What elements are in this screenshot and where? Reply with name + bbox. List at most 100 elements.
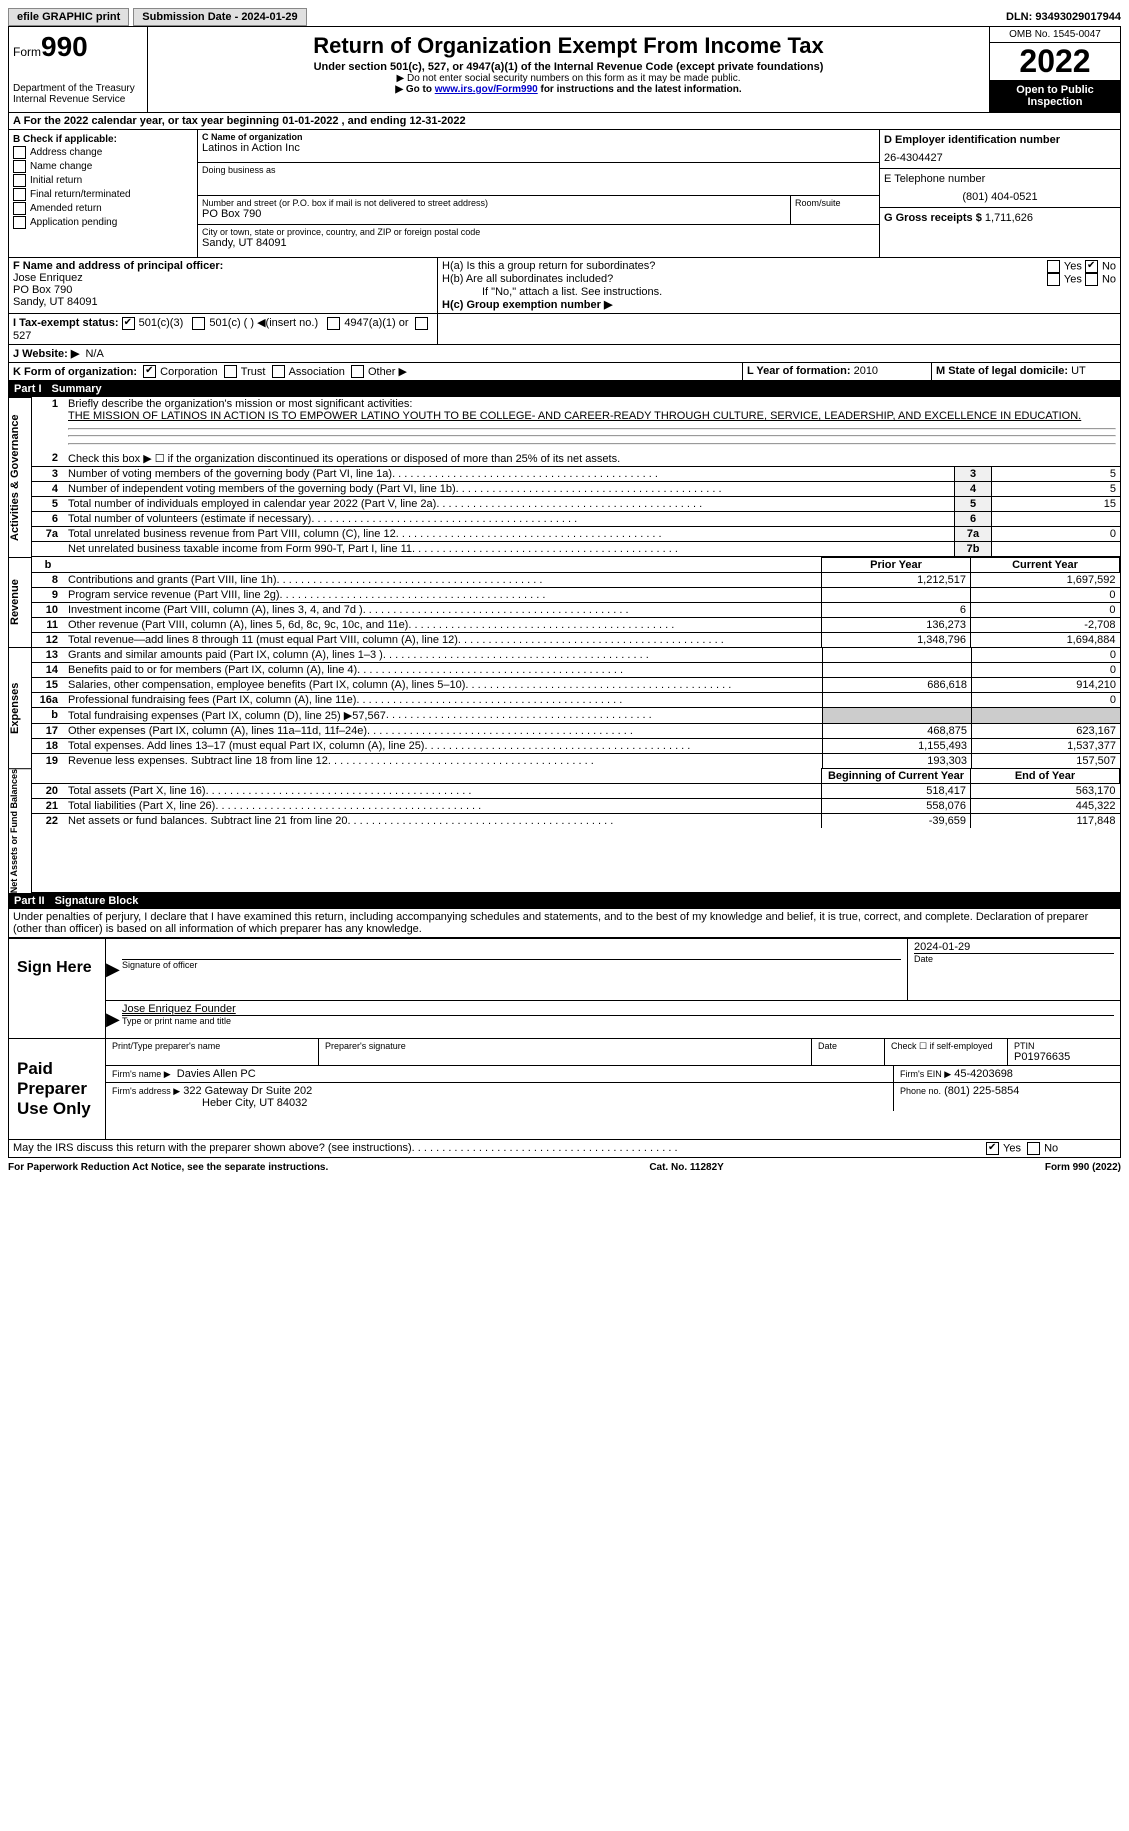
prep-sig-label: Preparer's signature: [325, 1041, 805, 1051]
omb-number: OMB No. 1545-0047: [990, 27, 1120, 43]
c-name-label: C Name of organization: [202, 132, 875, 142]
chk-other[interactable]: [351, 365, 364, 378]
curr-val: 0: [972, 648, 1121, 663]
entity-info: B Check if applicable: Address change Na…: [8, 130, 1121, 258]
mission-text: THE MISSION OF LATINOS IN ACTION IS TO E…: [68, 410, 1081, 422]
form-header: Form990 Department of the Treasury Inter…: [8, 26, 1121, 113]
sig-officer-label: Signature of officer: [122, 959, 901, 970]
firm-name-label: Firm's name ▶: [112, 1069, 171, 1079]
prior-val: 1,155,493: [823, 739, 972, 754]
prior-year-hdr: Prior Year: [822, 558, 971, 573]
prior-val: 686,618: [823, 678, 972, 693]
addr-label: Number and street (or P.O. box if mail i…: [202, 198, 786, 208]
curr-val: 1,694,884: [971, 633, 1120, 648]
firm-addr1: 322 Gateway Dr Suite 202: [183, 1085, 312, 1097]
chk-corp[interactable]: [143, 365, 156, 378]
hc-label: H(c) Group exemption number ▶: [442, 298, 1116, 311]
l5-val: 15: [992, 497, 1121, 512]
officer-name-title: Jose Enriquez Founder: [122, 1003, 236, 1015]
chk-527[interactable]: [415, 317, 428, 330]
prior-val: 518,417: [822, 784, 971, 799]
d-ein-label: D Employer identification number: [884, 134, 1060, 146]
tab-revenue: Revenue: [8, 557, 32, 647]
prior-val: [823, 648, 972, 663]
prep-date-label: Date: [818, 1041, 878, 1051]
l7a-text: Total unrelated business revenue from Pa…: [68, 528, 396, 540]
chk-initial-return[interactable]: [13, 174, 26, 187]
chk-discuss-yes[interactable]: [986, 1142, 999, 1155]
line-text: Program service revenue (Part VIII, line…: [68, 589, 280, 601]
curr-val: [972, 708, 1121, 724]
org-name: Latinos in Action Inc: [202, 142, 875, 154]
firm-name: Davies Allen PC: [177, 1068, 256, 1080]
prior-val: 136,273: [822, 618, 971, 633]
phone-label: Phone no.: [900, 1086, 941, 1096]
chk-discuss-no[interactable]: [1027, 1142, 1040, 1155]
dept-treasury: Department of the Treasury Internal Reve…: [13, 83, 143, 105]
ptin: P01976635: [1014, 1051, 1114, 1063]
form-page: Form 990 (2022): [1045, 1162, 1121, 1173]
sign-here-block: Sign Here ▶ Signature of officer 2024-01…: [8, 938, 1121, 1039]
street-address: PO Box 790: [202, 208, 786, 220]
curr-val: 445,322: [971, 799, 1120, 814]
officer-addr1: PO Box 790: [13, 284, 433, 296]
l3-text: Number of voting members of the governin…: [68, 468, 392, 480]
paperwork-notice: For Paperwork Reduction Act Notice, see …: [8, 1162, 328, 1173]
chk-501c[interactable]: [192, 317, 205, 330]
chk-ha-no[interactable]: [1085, 260, 1098, 273]
line-text: Total assets (Part X, line 16): [68, 785, 206, 797]
part-ii-header: Part IISignature Block: [8, 893, 1121, 909]
efile-print-btn[interactable]: efile GRAPHIC print: [8, 8, 129, 26]
irs-link[interactable]: www.irs.gov/Form990: [435, 84, 538, 95]
tax-year: 2022: [990, 43, 1120, 80]
chk-hb-yes[interactable]: [1047, 273, 1060, 286]
line-text: Other revenue (Part VIII, column (A), li…: [68, 619, 408, 631]
ein: 26-4304427: [884, 152, 1116, 164]
line-text: Salaries, other compensation, employee b…: [68, 679, 465, 691]
chk-hb-no[interactable]: [1085, 273, 1098, 286]
dba-label: Doing business as: [202, 165, 875, 175]
page-footer: For Paperwork Reduction Act Notice, see …: [8, 1158, 1121, 1173]
line-text: Investment income (Part VIII, column (A)…: [68, 604, 363, 616]
chk-501c3[interactable]: [122, 317, 135, 330]
line-text: Grants and similar amounts paid (Part IX…: [68, 649, 383, 661]
submission-date-btn[interactable]: Submission Date - 2024-01-29: [133, 8, 306, 26]
curr-val: 157,507: [972, 754, 1121, 769]
line-text: Professional fundraising fees (Part IX, …: [68, 694, 356, 706]
self-employed-check[interactable]: Check ☐ if self-employed: [885, 1039, 1008, 1065]
name-title-label: Type or print name and title: [122, 1015, 1114, 1026]
hb-note: If "No," attach a list. See instructions…: [442, 286, 1116, 298]
firm-addr-label: Firm's address ▶: [112, 1086, 180, 1096]
line-text: Total expenses. Add lines 13–17 (must eq…: [68, 740, 424, 752]
chk-final-return[interactable]: [13, 188, 26, 201]
chk-4947[interactable]: [327, 317, 340, 330]
l7a-val: 0: [992, 527, 1121, 542]
line-text: Revenue less expenses. Subtract line 18 …: [68, 755, 328, 767]
chk-assoc[interactable]: [272, 365, 285, 378]
website-row: J Website: ▶ N/A: [9, 345, 108, 362]
line-text: Contributions and grants (Part VIII, lin…: [68, 574, 277, 586]
chk-trust[interactable]: [224, 365, 237, 378]
chk-address-change[interactable]: [13, 146, 26, 159]
chk-name-change[interactable]: [13, 160, 26, 173]
chk-ha-yes[interactable]: [1047, 260, 1060, 273]
paid-preparer-label: Paid Preparer Use Only: [9, 1039, 106, 1139]
prior-val: [823, 693, 972, 708]
tel-label: E Telephone number: [884, 173, 1116, 185]
state-domicile: M State of legal domicile: UT: [932, 363, 1120, 381]
firm-ein-label: Firm's EIN ▶: [900, 1069, 951, 1079]
officer-name: Jose Enriquez: [13, 272, 433, 284]
gross-receipts: 1,711,626: [985, 212, 1033, 224]
curr-val: 0: [971, 603, 1120, 618]
chk-amended[interactable]: [13, 202, 26, 215]
l3-val: 5: [992, 467, 1121, 482]
prior-val: [823, 663, 972, 678]
line-text: Total fundraising expenses (Part IX, col…: [68, 709, 386, 722]
part-i-header: Part ISummary: [8, 381, 1121, 397]
tax-exempt-row: I Tax-exempt status: 501(c)(3) 501(c) ( …: [9, 314, 438, 344]
prior-val: 1,348,796: [822, 633, 971, 648]
l6-val: [992, 512, 1121, 527]
prior-val: 1,212,517: [822, 573, 971, 588]
chk-app-pending[interactable]: [13, 216, 26, 229]
tab-activities: Activities & Governance: [8, 397, 32, 557]
